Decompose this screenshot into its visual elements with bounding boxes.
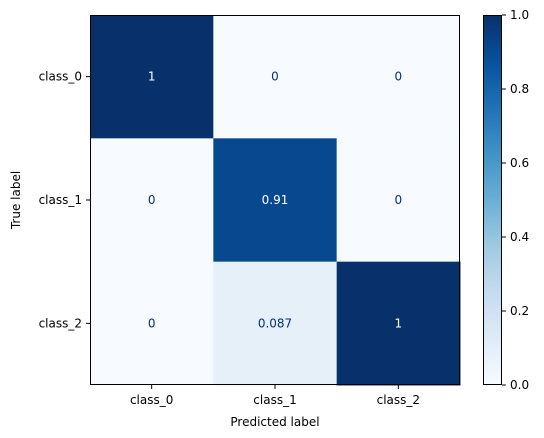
colorbar-ticks: 0.0 0.2 0.4 0.6 0.8 1.0 (502, 8, 529, 392)
cell-value-label: 0 (271, 70, 279, 84)
heatmap-cell (336, 261, 461, 386)
y-axis-ticks: class_0 class_1 class_2 (39, 70, 90, 330)
x-tick-label: class_1 (253, 393, 296, 407)
cell-value-label: 0 (148, 193, 156, 207)
y-tick-label: class_0 (39, 70, 82, 84)
x-axis-label: Predicted label (230, 415, 319, 429)
cell-value-label: 0 (148, 316, 156, 330)
plot-frame (90, 15, 460, 385)
cell-value-label: 0 (395, 70, 403, 84)
y-tick-label: class_2 (39, 316, 82, 330)
heatmap-cell (336, 15, 461, 139)
heatmap-cell (213, 261, 338, 386)
heatmap-cell (336, 138, 461, 263)
colorbar-tick-label: 0.6 (510, 156, 529, 170)
colorbar-tick-label: 0.2 (510, 304, 529, 318)
x-axis-ticks: class_0 class_1 class_2 (130, 385, 420, 407)
colorbar-tick-label: 0.0 (510, 378, 529, 392)
heatmap-cell (213, 138, 338, 263)
y-tick-label: class_1 (39, 193, 82, 207)
heatmap-cells (90, 15, 461, 386)
heatmap-value-labels: 1 0 0 0 0.91 0 0 0.087 1 (148, 70, 402, 331)
colorbar-tick-label: 0.4 (510, 230, 529, 244)
y-axis-label: True label (9, 171, 23, 230)
heatmap-cell (213, 15, 338, 139)
cell-value-label: 0 (395, 193, 403, 207)
cell-value-label: 0.91 (262, 193, 289, 207)
x-tick-label: class_0 (130, 393, 173, 407)
cell-value-label: 1 (148, 70, 156, 84)
x-tick-label: class_2 (377, 393, 420, 407)
heatmap-cell (90, 15, 214, 139)
colorbar (483, 15, 502, 385)
colorbar-tick-label: 1.0 (510, 8, 529, 22)
cell-value-label: 0.087 (258, 316, 292, 330)
heatmap-cell (90, 261, 214, 386)
heatmap-cell (90, 138, 214, 263)
cell-value-label: 1 (395, 316, 403, 330)
colorbar-tick-label: 0.8 (510, 82, 529, 96)
